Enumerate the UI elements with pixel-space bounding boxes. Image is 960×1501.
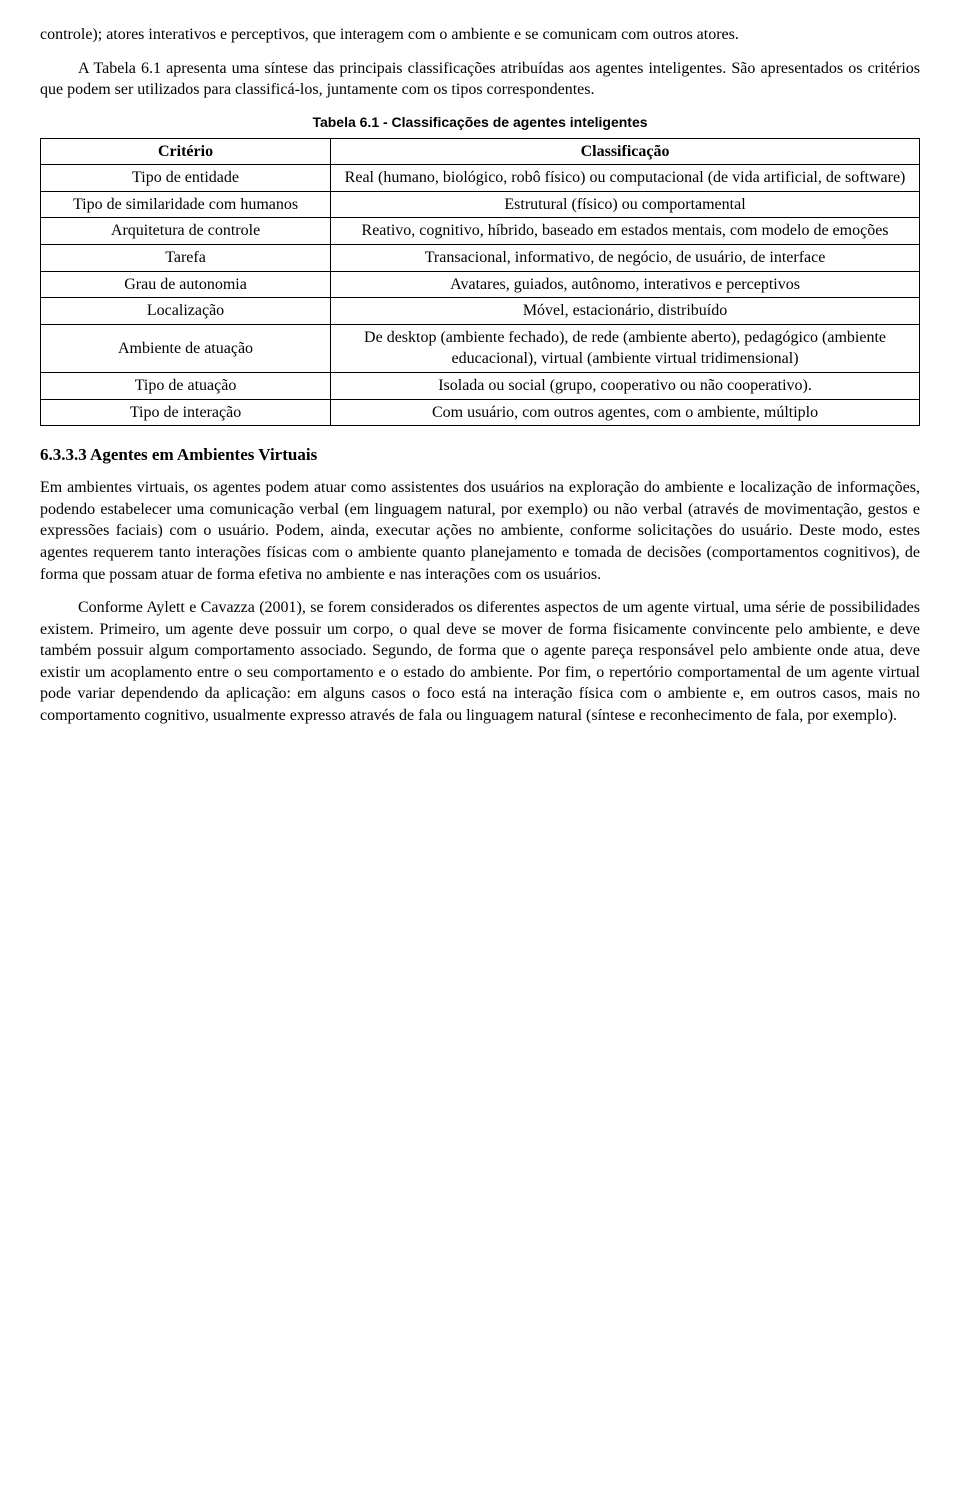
cell-classification: Transacional, informativo, de negócio, d… [331,245,920,272]
cell-classification: Móvel, estacionário, distribuído [331,298,920,325]
cell-criterion: Tipo de atuação [41,373,331,400]
table-caption: Tabela 6.1 - Classificações de agentes i… [40,113,920,132]
classification-table: Critério Classificação Tipo de entidade … [40,138,920,427]
table-row: Arquitetura de controle Reativo, cogniti… [41,218,920,245]
cell-classification: Reativo, cognitivo, híbrido, baseado em … [331,218,920,245]
table-row: Grau de autonomia Avatares, guiados, aut… [41,271,920,298]
cell-classification: Estrutural (físico) ou comportamental [331,191,920,218]
table-row: Localização Móvel, estacionário, distrib… [41,298,920,325]
table-header-left: Critério [41,138,331,165]
table-row: Tipo de similaridade com humanos Estrutu… [41,191,920,218]
cell-criterion: Tipo de entidade [41,165,331,192]
section-heading: 6.3.3.3 Agentes em Ambientes Virtuais [40,444,920,467]
cell-classification: Isolada ou social (grupo, cooperativo ou… [331,373,920,400]
paragraph-intro-continued: controle); atores interativos e percepti… [40,24,920,46]
cell-criterion: Tipo de similaridade com humanos [41,191,331,218]
table-row: Tipo de interação Com usuário, com outro… [41,399,920,426]
table-header-right: Classificação [331,138,920,165]
paragraph-virtual-agents-2: Conforme Aylett e Cavazza (2001), se for… [40,597,920,727]
cell-criterion: Arquitetura de controle [41,218,331,245]
cell-criterion: Tarefa [41,245,331,272]
table-row: Tarefa Transacional, informativo, de neg… [41,245,920,272]
cell-criterion: Localização [41,298,331,325]
cell-classification: Avatares, guiados, autônomo, interativos… [331,271,920,298]
table-row: Tipo de entidade Real (humano, biológico… [41,165,920,192]
cell-classification: De desktop (ambiente fechado), de rede (… [331,324,920,372]
cell-criterion: Grau de autonomia [41,271,331,298]
table-row: Tipo de atuação Isolada ou social (grupo… [41,373,920,400]
paragraph-virtual-agents-1: Em ambientes virtuais, os agentes podem … [40,477,920,585]
cell-classification: Com usuário, com outros agentes, com o a… [331,399,920,426]
cell-criterion: Tipo de interação [41,399,331,426]
cell-classification: Real (humano, biológico, robô físico) ou… [331,165,920,192]
paragraph-table-intro: A Tabela 6.1 apresenta uma síntese das p… [40,58,920,101]
cell-criterion: Ambiente de atuação [41,324,331,372]
table-row: Ambiente de atuação De desktop (ambiente… [41,324,920,372]
